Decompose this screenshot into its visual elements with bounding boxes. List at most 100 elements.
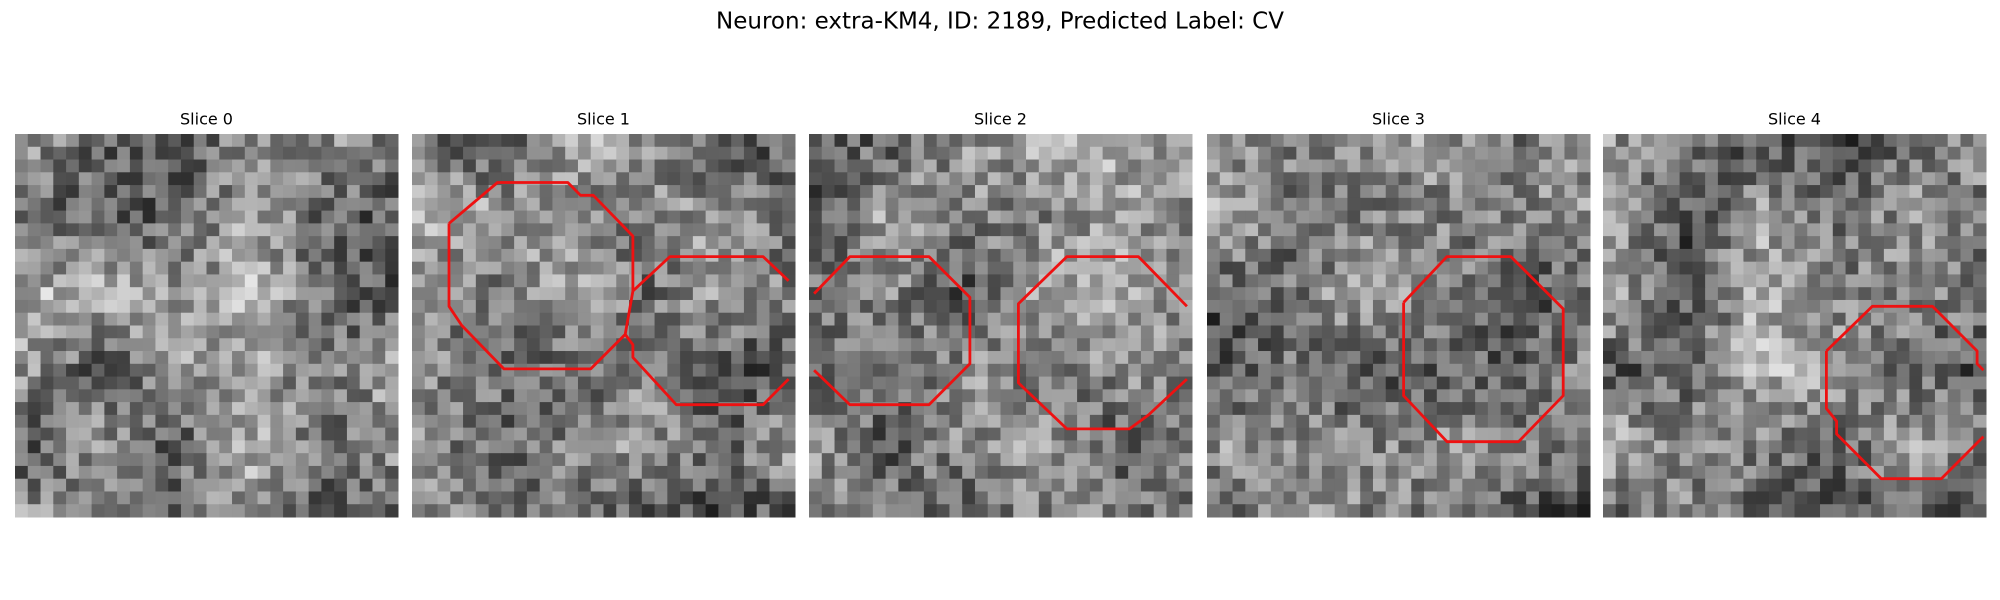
pixel — [1973, 453, 1987, 467]
pixel — [743, 491, 758, 505]
pixel — [526, 491, 541, 505]
pixel — [334, 427, 348, 441]
pixel — [872, 185, 887, 199]
pixel — [129, 402, 144, 416]
pixel — [1692, 338, 1706, 352]
pixel — [463, 223, 477, 237]
pixel — [27, 172, 42, 186]
pixel — [1960, 351, 1974, 365]
pixel — [1513, 146, 1527, 161]
pixel — [1153, 325, 1167, 339]
pixel — [923, 197, 938, 212]
pixel — [718, 389, 732, 403]
pixel — [1347, 376, 1361, 390]
pixel — [1603, 478, 1617, 492]
pixel — [1934, 146, 1949, 161]
pixel — [488, 299, 502, 314]
pixel — [1730, 248, 1744, 263]
pixel — [232, 172, 246, 186]
pixel — [769, 274, 783, 288]
pixel — [1934, 274, 1949, 288]
pixel — [847, 491, 861, 505]
pixel — [346, 427, 361, 441]
pixel — [53, 478, 67, 492]
pixel — [295, 146, 310, 161]
pixel — [1947, 491, 1961, 505]
pixel — [346, 210, 361, 224]
pixel — [872, 197, 887, 212]
pixel — [1064, 274, 1078, 288]
pixel — [603, 248, 617, 263]
pixel — [1871, 504, 1885, 518]
pixel — [1038, 389, 1053, 403]
pixel — [193, 363, 207, 378]
pixel — [206, 325, 220, 339]
pixel — [1051, 287, 1065, 301]
pixel — [1283, 236, 1297, 250]
pixel — [1153, 261, 1167, 275]
pixel — [1666, 427, 1681, 441]
pixel — [1475, 338, 1489, 352]
pixel — [66, 287, 80, 301]
pixel — [180, 376, 195, 390]
pixel — [603, 210, 617, 224]
pixel — [129, 299, 144, 314]
pixel — [743, 299, 758, 314]
pixel — [769, 440, 783, 454]
pixel — [565, 159, 579, 173]
pixel — [15, 440, 29, 454]
pixel — [1038, 197, 1053, 212]
pixel — [1000, 440, 1014, 454]
pixel — [117, 146, 131, 161]
pixel — [78, 146, 93, 161]
pixel — [219, 159, 233, 173]
pixel — [860, 299, 874, 314]
pixel — [1679, 134, 1693, 148]
pixel — [809, 197, 823, 212]
pixel — [1960, 427, 1974, 441]
pixel — [232, 402, 246, 416]
pixel — [1462, 134, 1476, 148]
pixel — [1577, 363, 1591, 378]
pixel — [346, 414, 361, 429]
pixel — [718, 351, 732, 365]
pixel — [526, 389, 541, 403]
pixel — [1385, 159, 1399, 173]
pixel — [962, 376, 976, 390]
pixel — [1347, 389, 1361, 403]
pixel — [1909, 414, 1923, 429]
pixel — [1424, 248, 1438, 263]
pixel — [1922, 478, 1936, 492]
pixel — [1232, 504, 1246, 518]
pixel — [1922, 414, 1936, 429]
pixel — [1947, 402, 1961, 416]
pixel — [1436, 210, 1451, 224]
pixel — [104, 274, 118, 288]
pixel — [1947, 414, 1961, 429]
pixel — [1666, 491, 1681, 505]
pixel — [821, 299, 836, 314]
pixel — [1296, 210, 1310, 224]
pixel — [1128, 363, 1142, 378]
pixel — [193, 134, 207, 148]
pixel — [872, 172, 887, 186]
pixel — [1679, 210, 1693, 224]
pixel — [40, 325, 54, 339]
pixel — [1179, 351, 1193, 365]
pixel — [372, 504, 386, 518]
pixel — [1896, 325, 1910, 339]
pixel — [1820, 287, 1834, 301]
pixel — [78, 351, 93, 365]
pixel — [1140, 325, 1155, 339]
pixel — [1947, 440, 1961, 454]
pixel — [1411, 159, 1425, 173]
pixel — [1883, 325, 1898, 339]
pixel — [372, 465, 386, 480]
pixel — [1960, 478, 1974, 492]
pixel — [270, 236, 284, 250]
pixel — [1934, 210, 1949, 224]
pixel — [1538, 210, 1553, 224]
pixel — [834, 440, 848, 454]
pixel — [1102, 465, 1116, 480]
pixel — [53, 338, 67, 352]
